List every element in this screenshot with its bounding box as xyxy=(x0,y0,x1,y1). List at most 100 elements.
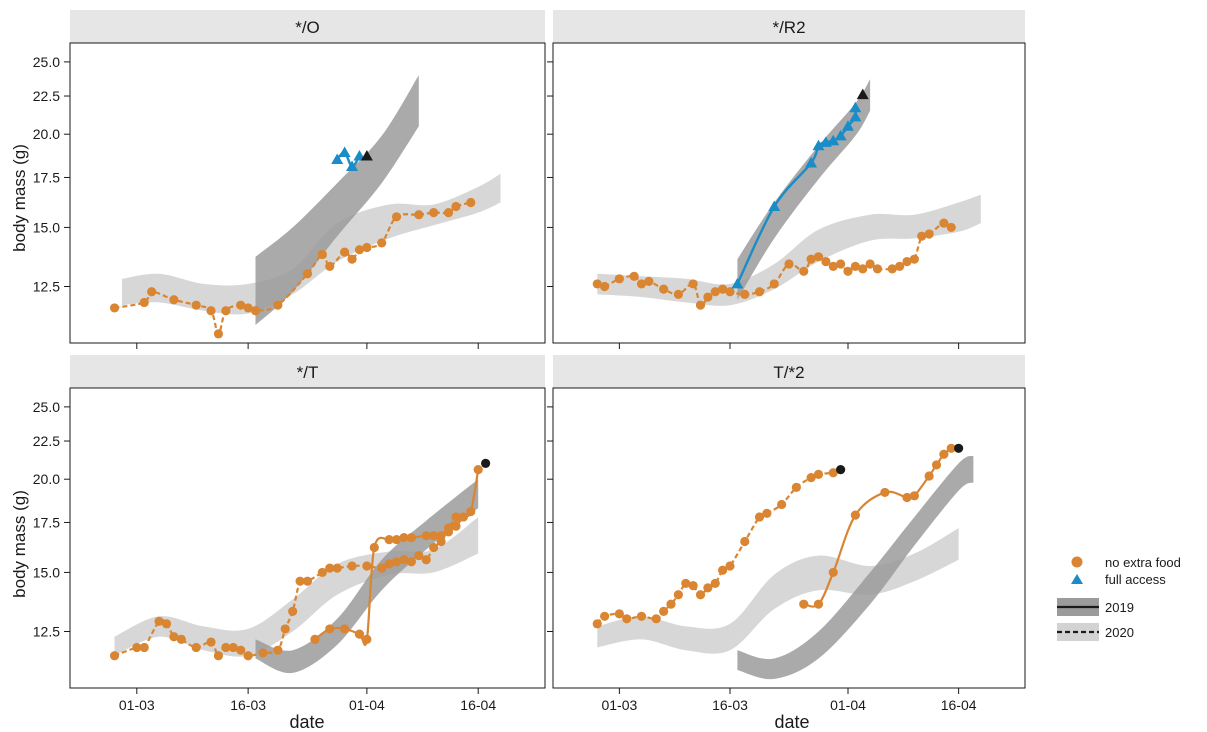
data-point xyxy=(718,565,728,575)
data-point xyxy=(213,329,224,339)
data-point xyxy=(443,208,454,218)
plot-area xyxy=(109,75,501,339)
panel-strip xyxy=(70,10,545,43)
data-point xyxy=(338,146,351,158)
y-tick-label: 22.5 xyxy=(33,88,60,104)
data-point xyxy=(132,642,142,653)
data-point xyxy=(917,231,927,241)
data-point xyxy=(273,300,283,310)
data-point xyxy=(331,153,344,164)
data-point xyxy=(843,266,853,276)
data-point xyxy=(414,210,424,220)
data-point xyxy=(710,287,720,297)
data-point xyxy=(169,632,179,642)
panel-frame xyxy=(552,387,1026,689)
panel-4: T/*2 01-03 16-03 01-04 16-04 xyxy=(547,355,1026,713)
data-point xyxy=(849,101,862,113)
data-point xyxy=(228,642,238,653)
y-axis-label-bottom: body mass (g) xyxy=(10,490,29,598)
data-point xyxy=(302,576,313,586)
legend-label-full-access: full access xyxy=(1105,572,1166,587)
data-point xyxy=(725,561,735,571)
data-point xyxy=(777,499,787,510)
data-point xyxy=(354,245,365,255)
ribbon-2020 xyxy=(122,173,501,315)
data-point xyxy=(109,651,120,661)
data-point xyxy=(473,465,483,475)
panel-title: */T xyxy=(297,363,319,382)
data-point xyxy=(695,300,706,310)
data-point xyxy=(931,460,942,470)
legend-triangle-marker xyxy=(1071,574,1083,584)
data-point xyxy=(592,619,602,629)
x-tick-label: 01-04 xyxy=(830,697,866,713)
series-line-2020 xyxy=(596,471,834,625)
data-point xyxy=(902,256,912,267)
x-tick-label: 01-03 xyxy=(119,697,155,713)
data-point xyxy=(310,634,320,644)
data-point xyxy=(813,252,824,262)
data-point xyxy=(280,624,290,634)
data-point xyxy=(325,563,335,573)
data-point xyxy=(836,259,846,269)
data-point xyxy=(317,249,327,260)
data-point xyxy=(466,506,476,517)
ribbon-2019 xyxy=(255,75,419,325)
data-point xyxy=(191,642,201,653)
y-tick-label: 12.5 xyxy=(33,278,60,294)
data-point xyxy=(399,533,409,543)
data-point xyxy=(369,542,379,553)
y-tick-label: 17.5 xyxy=(33,514,60,530)
data-point xyxy=(451,201,461,212)
data-point xyxy=(659,284,669,294)
x-tick-label: 16-04 xyxy=(941,697,977,713)
data-point xyxy=(236,300,246,310)
y-tick-label: 25.0 xyxy=(33,54,60,70)
data-point xyxy=(295,576,305,586)
data-point xyxy=(659,606,669,616)
data-point xyxy=(406,533,417,543)
data-point xyxy=(828,567,838,578)
y-tick-label: 20.0 xyxy=(33,471,60,487)
data-point xyxy=(636,611,647,621)
y-tick-label: 25.0 xyxy=(33,399,60,415)
data-point xyxy=(421,555,431,565)
data-point xyxy=(354,629,365,639)
data-point xyxy=(895,261,905,271)
data-point xyxy=(391,557,402,567)
data-point xyxy=(139,642,149,653)
data-point xyxy=(325,261,335,271)
ribbon-2019 xyxy=(737,455,974,680)
data-point xyxy=(946,443,956,453)
panel-frame xyxy=(69,387,546,689)
x-tick-label: 16-03 xyxy=(712,697,748,713)
data-point xyxy=(340,247,350,257)
data-point xyxy=(325,624,335,634)
panel-strip xyxy=(553,355,1025,388)
data-point xyxy=(362,561,372,571)
data-point xyxy=(451,512,461,522)
data-point xyxy=(768,200,781,212)
legend-label-2019: 2019 xyxy=(1105,600,1134,615)
data-point xyxy=(600,281,610,292)
data-point xyxy=(346,160,359,172)
panel-1: */O 12.5 15.0 17.5 20.0 22.5 25.0 xyxy=(33,10,546,349)
data-point xyxy=(909,254,919,264)
final-point xyxy=(481,458,491,468)
y-tick-label: 22.5 xyxy=(33,433,60,449)
data-point xyxy=(666,599,676,609)
data-point xyxy=(629,271,639,281)
legend-circle-marker xyxy=(1071,556,1083,568)
data-point xyxy=(784,259,794,269)
data-point xyxy=(236,645,246,655)
data-point xyxy=(842,120,854,131)
data-point xyxy=(849,110,862,122)
data-point xyxy=(710,578,720,589)
data-point xyxy=(421,531,431,541)
data-point xyxy=(688,279,698,289)
data-point xyxy=(109,303,120,313)
x-tick-label: 16-03 xyxy=(230,697,266,713)
data-point xyxy=(754,512,765,522)
data-point xyxy=(317,567,327,578)
data-point xyxy=(154,616,164,626)
